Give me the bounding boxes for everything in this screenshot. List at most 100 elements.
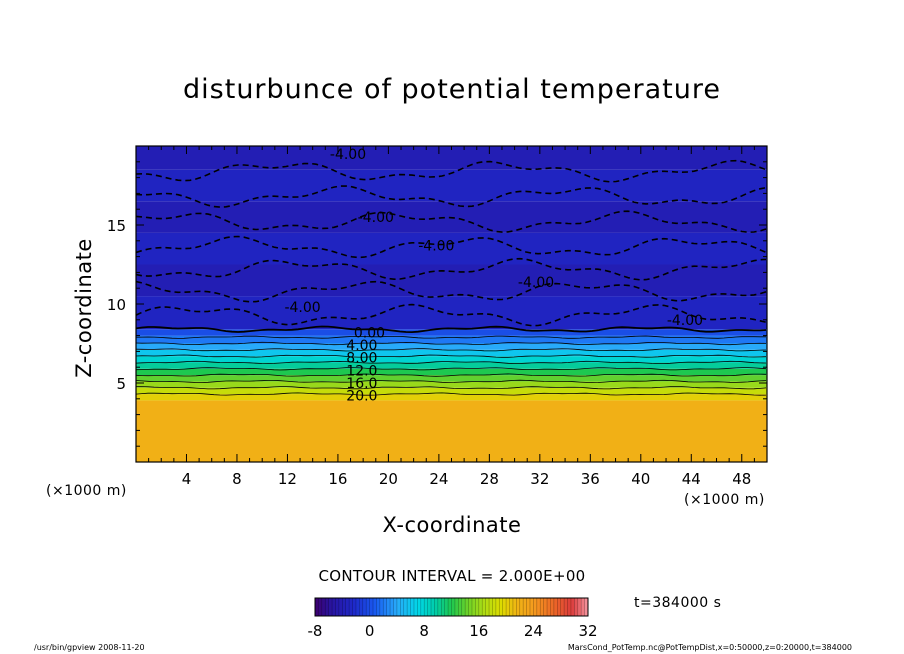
contour-label-10: 16.0	[346, 376, 377, 392]
colorbar-segment	[390, 598, 394, 616]
contour-neg-4	[136, 210, 767, 234]
contour-label-5: -4.00	[667, 313, 703, 329]
colorbar-segment	[533, 598, 538, 616]
band-17	[136, 146, 767, 170]
colorbar-segment	[437, 598, 442, 616]
colorbar-segment	[489, 598, 493, 616]
contour-pos-3	[136, 373, 767, 377]
colorbar-segment	[581, 598, 586, 616]
contour-pos-7	[136, 348, 767, 352]
x-tick-label: 20	[379, 470, 398, 488]
colorbar-tick-label: 8	[419, 622, 429, 640]
colorbar-segment	[564, 598, 569, 616]
colorbar-segment	[338, 598, 343, 616]
x-tick-label: 40	[631, 470, 650, 488]
colorbar-segment	[475, 598, 480, 616]
colorbar-segment	[492, 598, 497, 616]
colorbar-tick-label: 32	[578, 622, 597, 640]
y-tick-label: 15	[107, 217, 126, 235]
colorbar-segment	[413, 598, 418, 616]
colorbar-segment	[345, 598, 350, 616]
colorbar-segment	[376, 598, 381, 616]
x-tick-label: 4	[182, 470, 192, 488]
band-1	[136, 394, 767, 401]
contour-neg-3	[136, 235, 767, 259]
colorbar-segment	[431, 598, 435, 616]
contour-interval-text: CONTOUR INTERVAL = 2.000E+00	[318, 567, 586, 585]
colorbar-segment	[420, 598, 425, 616]
colorbar-segment	[342, 598, 347, 616]
colorbar-segment	[519, 598, 524, 616]
colorbar-segment	[355, 598, 360, 616]
colorbar-segment	[495, 598, 500, 616]
plot-area: -4.00 -4.00 -4.00 -4.00 -4.00 -4.00 0.004.008.…	[136, 146, 767, 462]
colorbar-segment	[526, 598, 531, 616]
colorbar-segment	[454, 598, 459, 616]
contour-zero	[136, 325, 767, 334]
contour-label-6: 0.00	[354, 325, 385, 341]
contour-pos-0	[136, 392, 767, 396]
band-12	[136, 296, 767, 330]
band-4	[136, 375, 767, 382]
x-axis-unit-right: (×1000 m)	[684, 492, 765, 508]
x-tick-label: 8	[232, 470, 242, 488]
footer-right: MarsCond_PotTemp.nc@PotTempDist,x=0:5000…	[567, 643, 852, 652]
colorbar-segment	[547, 598, 551, 616]
contour-label-4: -4.00	[284, 300, 320, 316]
colorbar-segment	[567, 598, 572, 616]
colorbar-segment	[410, 598, 415, 616]
time-label: t=384000 s	[634, 595, 722, 611]
contour-neg-2	[136, 257, 767, 281]
contour-label-8: 8.00	[346, 351, 377, 367]
colorbar-tick-label: 16	[469, 622, 488, 640]
colorbar-segment	[352, 598, 357, 616]
colorbar-segment	[509, 598, 514, 616]
band-7	[136, 356, 767, 363]
colorbar-segment	[523, 598, 528, 616]
contour-label-7: 4.00	[346, 338, 377, 354]
colorbar-segment	[451, 598, 456, 616]
colorbar-segment	[557, 598, 562, 616]
colorbar-segment	[485, 598, 490, 616]
colorbar-segment	[584, 598, 589, 616]
colorbar-segment	[441, 598, 446, 616]
colorbar-segment	[543, 598, 548, 616]
colorbar-segment	[386, 598, 391, 616]
contour-label-0: -4.00	[330, 147, 366, 163]
colorbar-segment	[335, 598, 340, 616]
colorbar-segment	[325, 598, 330, 616]
contour-label-1: -4.00	[358, 210, 394, 226]
colorbar: -8 0 8 16 24 32	[308, 597, 598, 640]
contour-label-9: 12.0	[346, 363, 377, 379]
colorbar-segment	[321, 598, 326, 616]
contour-neg-6	[136, 159, 767, 183]
band-8	[136, 349, 767, 357]
band-16	[136, 169, 767, 202]
colorbar-segment	[560, 598, 565, 616]
colorbar-segment	[407, 598, 412, 616]
colorbar-segment	[427, 598, 432, 616]
colorbar-segment	[536, 598, 541, 616]
band-5	[136, 368, 767, 376]
band-13	[136, 264, 767, 297]
y-tick-label: 5	[116, 375, 126, 393]
colorbar-segment	[359, 598, 364, 616]
x-tick-label: 16	[328, 470, 347, 488]
colorbar-segment	[465, 598, 470, 616]
colorbar-segment	[461, 598, 466, 616]
colorbar-segment	[366, 598, 371, 616]
colorbar-segment	[550, 598, 555, 616]
x-tick-label: 32	[530, 470, 549, 488]
colorbar-tick-label: 0	[365, 622, 375, 640]
colorbar-segment	[458, 598, 463, 616]
contour-neg-5	[136, 185, 767, 208]
colorbar-segment	[478, 598, 483, 616]
colorbar-segment	[448, 598, 452, 616]
contour-pos-6	[136, 354, 767, 358]
colorbar-segment	[379, 598, 384, 616]
x-tick-label: 24	[429, 470, 448, 488]
x-axis-unit-left: (×1000 m)	[46, 483, 127, 499]
contour-neg-1	[136, 280, 767, 303]
colorbar-segment	[373, 598, 377, 616]
colorbar-segment	[506, 598, 511, 616]
